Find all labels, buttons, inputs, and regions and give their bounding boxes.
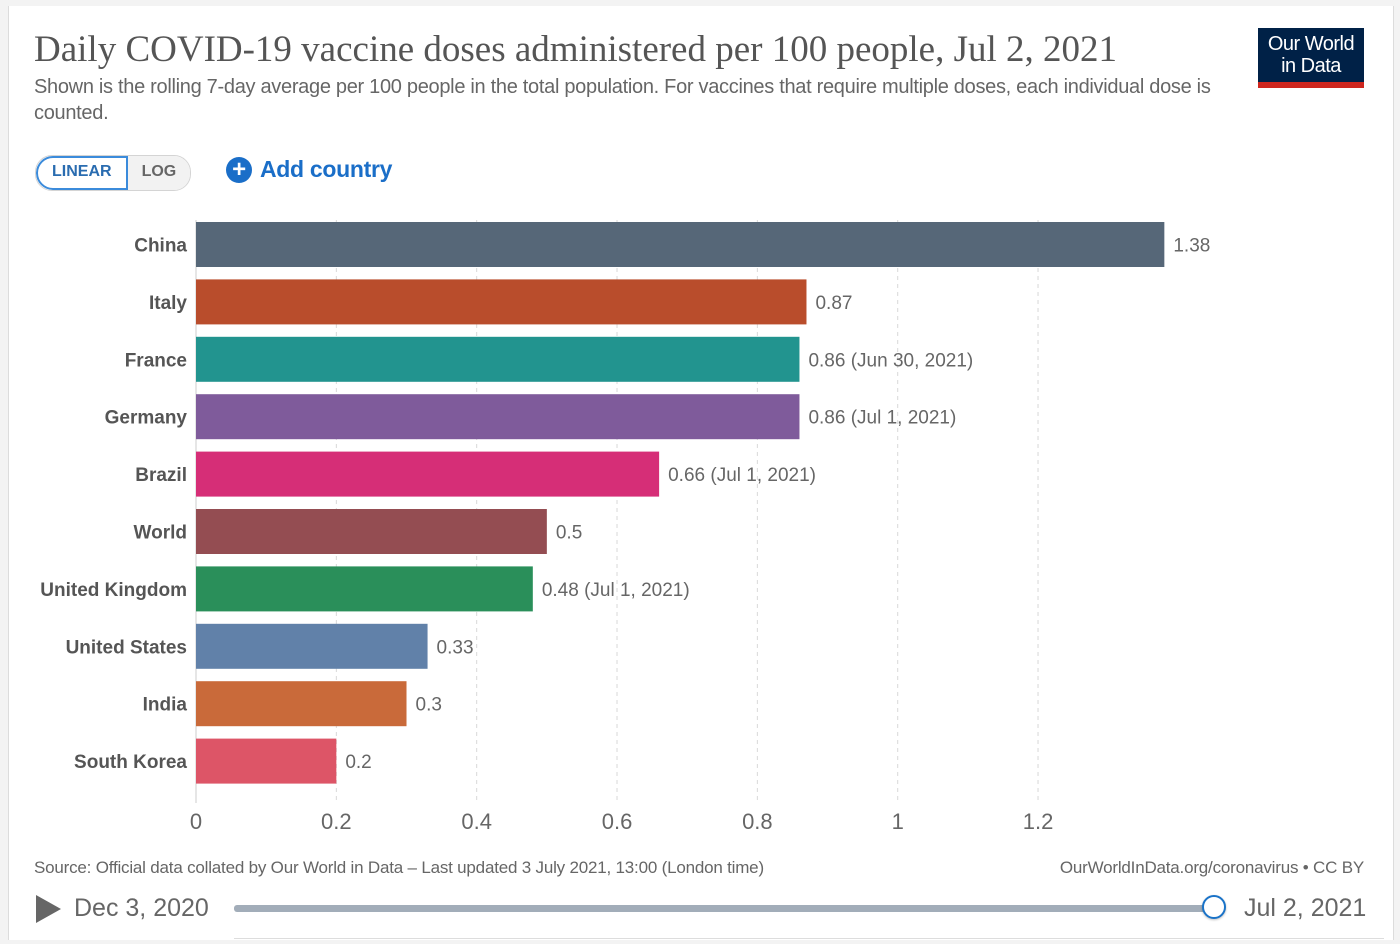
x-tick-label: 0.2 <box>321 809 352 834</box>
add-country-button[interactable]: + Add country <box>226 156 392 183</box>
value-label: 0.2 <box>345 752 371 773</box>
bar-china[interactable] <box>196 222 1165 267</box>
category-label: France <box>125 350 187 371</box>
value-label: 0.86 (Jul 1, 2021) <box>808 408 956 429</box>
x-tick-label: 1.2 <box>1023 809 1054 834</box>
scale-toggle: LINEAR LOG <box>35 155 192 191</box>
value-label: 0.5 <box>556 523 582 544</box>
x-tick-label: 0.4 <box>461 809 492 834</box>
logo-line-2: in Data <box>1281 55 1341 77</box>
category-label: South Korea <box>74 752 187 773</box>
bar-united-states[interactable] <box>196 623 428 669</box>
bar-brazil[interactable] <box>196 451 660 497</box>
owid-logo[interactable]: Our World in Data <box>1258 28 1364 88</box>
timeline-start-date: Dec 3, 2020 <box>74 894 209 922</box>
value-label: 0.33 <box>437 637 474 658</box>
bar-italy[interactable] <box>196 279 807 325</box>
category-label: United Kingdom <box>40 580 187 601</box>
chart-subtitle: Shown is the rolling 7-day average per 1… <box>34 76 1211 124</box>
x-axis: 0 0.2 0.4 0.6 0.8 1 1.2 <box>190 809 1053 834</box>
bar-chart: China 1.38 Italy 0.87 France 0.86 (Jun 30, 20… <box>40 220 1210 834</box>
logo-line-1: Our World <box>1267 33 1355 55</box>
value-label: 0.66 (Jul 1, 2021) <box>668 465 816 486</box>
tab-bar-divider <box>234 938 1384 939</box>
add-country-label: Add country <box>260 156 393 182</box>
x-tick-label: 0.6 <box>602 809 633 834</box>
category-label: Brazil <box>135 465 187 486</box>
category-label: World <box>134 523 187 544</box>
category-label: China <box>134 236 187 257</box>
x-tick-label: 0.8 <box>742 809 773 834</box>
timeline-end-date: Jul 2, 2021 <box>1244 894 1367 922</box>
bar-france[interactable] <box>196 336 800 382</box>
timeline-slider-track[interactable] <box>234 905 1216 912</box>
plus-circle-icon: + <box>226 156 252 183</box>
value-label: 0.87 <box>815 293 852 314</box>
timeline-slider-handle[interactable] <box>1202 895 1226 919</box>
chart-title: Daily COVID-19 vaccine doses administere… <box>34 29 1118 70</box>
bar-united-kingdom[interactable] <box>196 566 533 612</box>
category-label: United States <box>66 637 187 658</box>
x-tick-label: 0 <box>190 809 202 834</box>
license-link[interactable]: OurWorldInData.org/coronavirus • CC BY <box>1059 858 1364 877</box>
value-label: 0.48 (Jul 1, 2021) <box>542 580 690 601</box>
category-label: Germany <box>105 408 188 429</box>
bar-south-korea[interactable] <box>196 738 337 784</box>
log-scale-button[interactable]: LOG <box>127 156 191 190</box>
bar-world[interactable] <box>196 509 547 554</box>
value-label: 0.86 (Jun 30, 2021) <box>808 350 973 371</box>
x-tick-label: 1 <box>892 809 904 834</box>
logo-red-bar <box>1258 82 1364 88</box>
category-label: Italy <box>149 293 187 314</box>
linear-scale-button[interactable]: LINEAR <box>36 156 128 190</box>
bar-india[interactable] <box>196 681 407 727</box>
value-label: 1.38 <box>1173 236 1210 257</box>
source-note: Source: Official data collated by Our Wo… <box>34 858 764 877</box>
bar-germany[interactable] <box>196 394 800 440</box>
bars: China 1.38 Italy 0.87 France 0.86 (Jun 30, 20… <box>40 222 1210 784</box>
play-icon[interactable] <box>36 895 61 923</box>
category-label: India <box>143 695 188 716</box>
value-label: 0.3 <box>416 695 442 716</box>
